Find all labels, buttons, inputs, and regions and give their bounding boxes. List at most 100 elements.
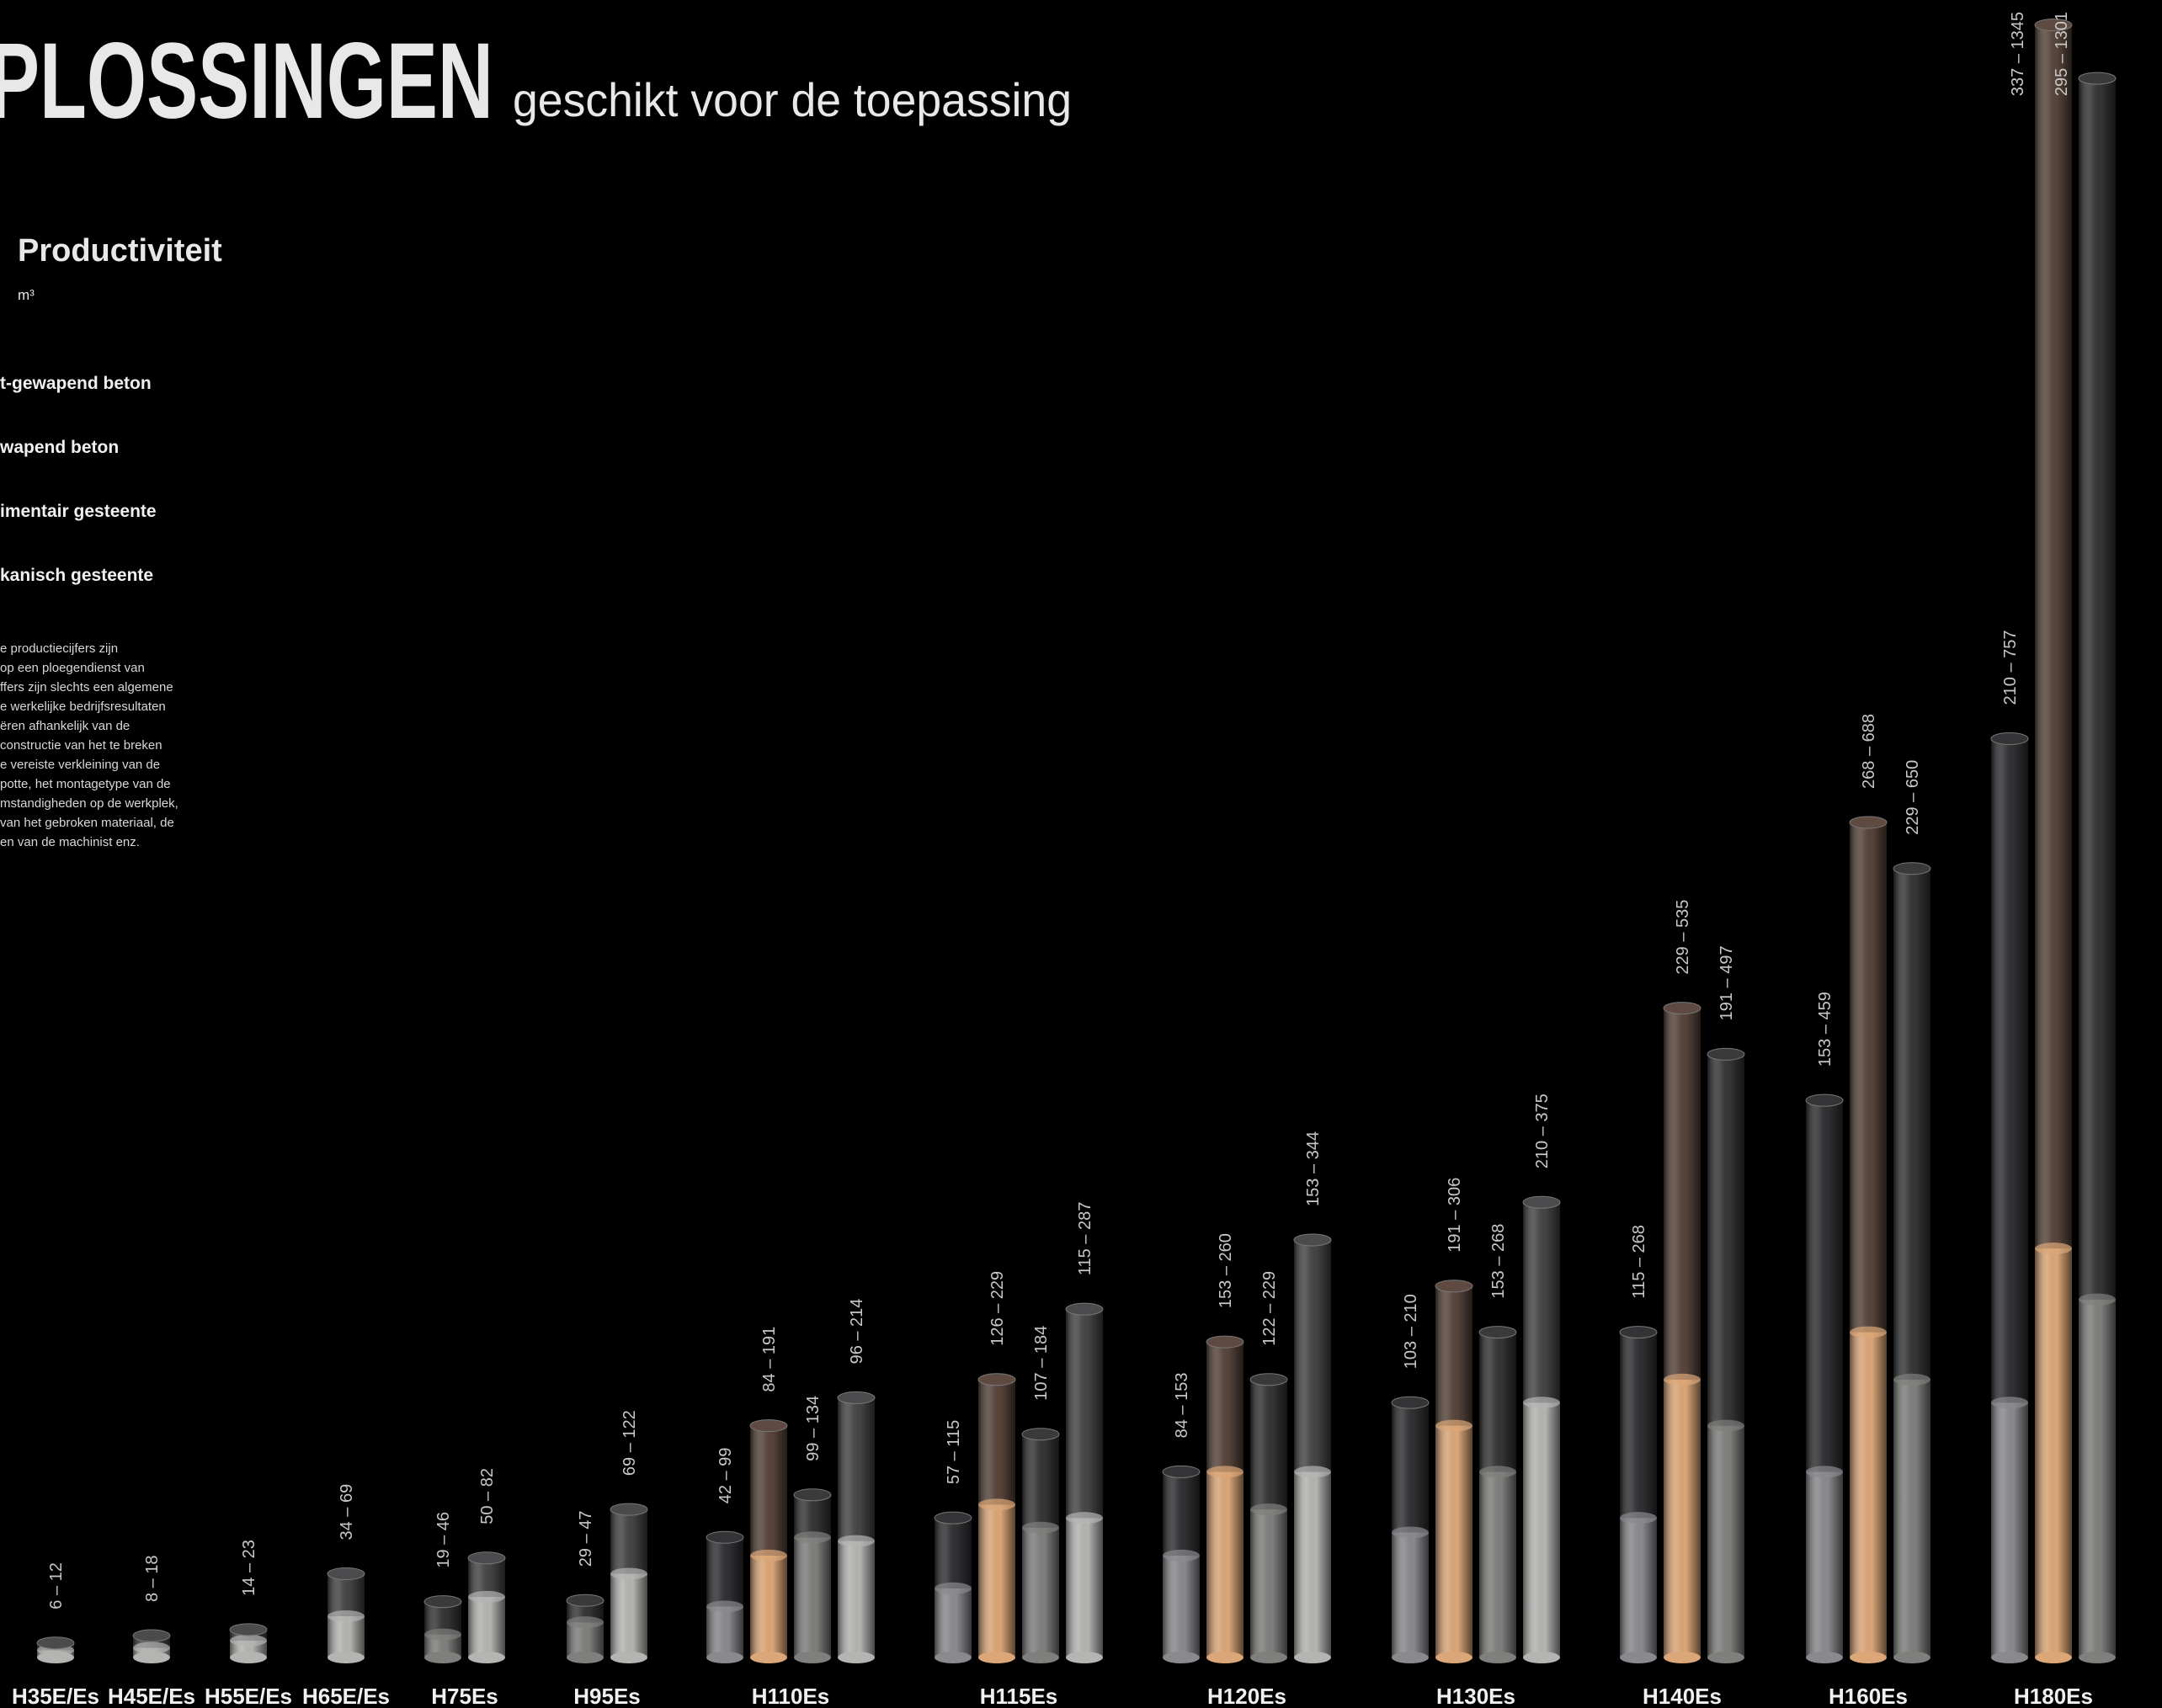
value-label: 268 – 688 [1860, 714, 1878, 789]
cylinder-shade [567, 1600, 604, 1657]
cylinder-mid [230, 1634, 267, 1647]
unit: m³ [18, 287, 35, 303]
cylinder-bottom [1435, 1652, 1472, 1663]
cylinder-top [1478, 1326, 1517, 1339]
cylinder-top [706, 1530, 744, 1544]
value-label: 19 – 46 [434, 1512, 453, 1568]
cylinder-bottom [1893, 1652, 1930, 1663]
value-label: 210 – 375 [1533, 1093, 1552, 1168]
cylinder-mid [567, 1616, 604, 1629]
x-tick-label: H45E/Es [108, 1684, 195, 1708]
value-label: 107 – 184 [1032, 1326, 1051, 1401]
cylinder-mid [468, 1590, 505, 1603]
legend-label: kanisch gesteente [0, 566, 153, 585]
legend-label: wapend beton [0, 438, 119, 457]
note-line: potte, het montagetype van de [0, 777, 171, 791]
cylinder-mid [1066, 1512, 1103, 1524]
cylinder-top [1021, 1428, 1060, 1441]
cylinder-top [1849, 816, 1888, 829]
note-line: e vereiste verkleining van de [0, 758, 160, 772]
cylinder-top [327, 1567, 365, 1581]
value-label: 210 – 757 [2001, 630, 2020, 705]
cylinder-mid [1392, 1526, 1429, 1539]
cylinder-top [1893, 862, 1931, 875]
value-label: 57 – 115 [945, 1420, 963, 1484]
cylinder-bottom [1294, 1652, 1331, 1663]
cylinder-mid [978, 1498, 1015, 1511]
cylinder-shade [610, 1509, 647, 1657]
value-label: 191 – 497 [1717, 945, 1736, 1020]
cylinder-mid [610, 1567, 647, 1580]
cylinder-shade [794, 1494, 831, 1657]
cylinder-bottom [706, 1652, 743, 1663]
value-label: 229 – 535 [1674, 900, 1692, 975]
cylinder-shade [1850, 822, 1887, 1657]
cylinder-top [1065, 1302, 1104, 1316]
cylinder-bottom [2079, 1652, 2116, 1663]
note-line: e werkelijke bedrijfsresultaten [0, 700, 166, 714]
value-label: 29 – 47 [577, 1510, 595, 1567]
cylinder-shade [1435, 1285, 1472, 1657]
cylinder-mid [1620, 1512, 1657, 1524]
x-tick-label: H110Es [752, 1684, 830, 1708]
cylinder-bottom [1664, 1652, 1701, 1663]
cylinder-mid [2079, 1293, 2116, 1306]
cylinder-shade [1620, 1332, 1657, 1657]
value-label: 69 – 122 [620, 1410, 639, 1476]
cylinder-shade [1479, 1332, 1516, 1657]
value-label: 115 – 287 [1076, 1202, 1094, 1276]
cylinder-mid [838, 1535, 875, 1547]
cylinder-bottom [610, 1652, 647, 1663]
cylinder-shade [468, 1557, 505, 1657]
cylinder-mid [1991, 1397, 2028, 1409]
value-label: 50 – 82 [478, 1468, 497, 1524]
cylinder-mid [1163, 1549, 1200, 1562]
cylinder-bottom [1066, 1652, 1103, 1663]
cylinder-mid [1893, 1373, 1930, 1386]
chart-title: PLOSSINGEN [0, 21, 493, 141]
cylinder-shade [1523, 1202, 1560, 1657]
cylinder-top [423, 1595, 462, 1609]
cylinder-top [1619, 1326, 1658, 1339]
cylinder-bottom [468, 1652, 505, 1663]
cylinder-top [1805, 1093, 1844, 1107]
cylinder-shade [2035, 24, 2072, 1658]
x-tick-label: H160Es [1829, 1684, 1908, 1708]
cylinder-shade [706, 1537, 743, 1657]
note-line: op een ploegendienst van [0, 661, 145, 675]
value-label: 153 – 459 [1816, 992, 1835, 1067]
chart-subtitle: geschikt voor de toepassing [513, 73, 1072, 126]
x-tick-label: H140Es [1643, 1684, 1722, 1708]
value-label: 295 – 1301 [2053, 12, 2071, 96]
cylinder-top [566, 1594, 604, 1607]
cylinder-top [1391, 1396, 1430, 1409]
x-tick-label: H180Es [2014, 1684, 2093, 1708]
legend-label: imentair gesteente [0, 502, 157, 521]
cylinder-shade [1022, 1434, 1059, 1657]
note-line: ffers zijn slechts een algemene [0, 680, 173, 694]
cylinder-bottom [1991, 1652, 2028, 1663]
legend-label: t-gewapend beton [0, 374, 152, 393]
cylinder-shade [1066, 1309, 1103, 1657]
cylinder-bottom [1250, 1652, 1287, 1663]
cylinder-top [467, 1551, 506, 1565]
cylinder-bottom [327, 1652, 365, 1663]
cylinder-mid [935, 1582, 972, 1594]
cylinder-bottom [1850, 1652, 1887, 1663]
cylinder-bottom [567, 1652, 604, 1663]
value-label: 153 – 344 [1304, 1131, 1323, 1206]
note-line: e productiecijfers zijn [0, 641, 118, 656]
cylinder-top [1522, 1195, 1561, 1209]
cylinder-shade [1163, 1471, 1200, 1657]
cylinder-shade [1893, 868, 1930, 1657]
x-tick-label: H95Es [573, 1684, 641, 1708]
cylinder-shade [1206, 1342, 1243, 1657]
cylinder-top [2078, 72, 2117, 85]
note-line: van het gebroken materiaal, de [0, 816, 174, 830]
value-label: 191 – 306 [1446, 1178, 1464, 1253]
cylinder-bottom [1806, 1652, 1843, 1663]
value-label: 337 – 1345 [2009, 12, 2027, 96]
cylinder-mid [1850, 1326, 1887, 1338]
cylinder-mid [327, 1610, 365, 1622]
